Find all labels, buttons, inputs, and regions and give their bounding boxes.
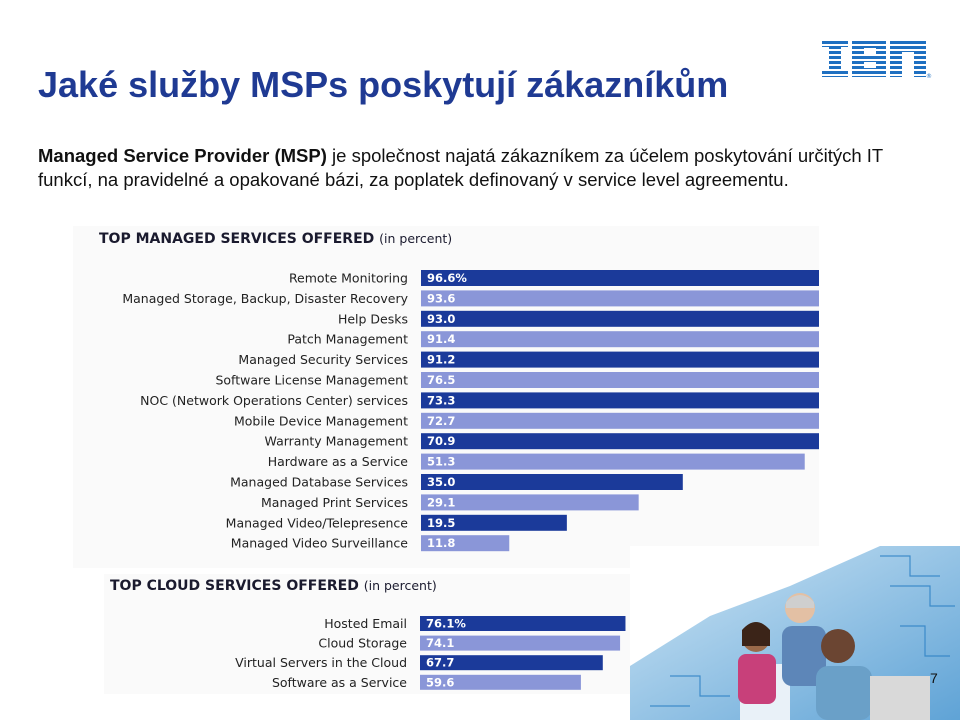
bar [420, 655, 603, 671]
msp-definition: Managed Service Provider (MSP) je společ… [38, 144, 918, 192]
chart-title-text: TOP MANAGED SERVICES OFFERED [99, 231, 375, 247]
category-label: Managed Storage, Backup, Disaster Recove… [122, 291, 408, 306]
bar [421, 514, 567, 531]
category-label: Hosted Email [324, 616, 407, 631]
category-label: Remote Monitoring [289, 271, 408, 286]
value-label: 11.8 [427, 536, 455, 550]
category-label: Managed Video Surveillance [231, 536, 409, 551]
category-label: Mobile Device Management [234, 413, 408, 428]
value-label: 29.1 [427, 495, 455, 509]
value-label: 35.0 [427, 475, 455, 489]
bar [421, 392, 819, 409]
value-label: 91.4 [427, 332, 455, 346]
category-label: Help Desks [338, 311, 408, 326]
svg-text:®: ® [926, 73, 932, 80]
value-label: 67.7 [426, 656, 454, 670]
value-label: 91.2 [427, 353, 455, 367]
cloud-services-chart: TOP CLOUD SERVICES OFFERED (in percent) … [104, 574, 630, 694]
category-label: Managed Video/Telepresence [226, 515, 409, 530]
value-label: 51.3 [427, 455, 455, 469]
category-label: Managed Security Services [238, 352, 408, 367]
chart-title-text: TOP CLOUD SERVICES OFFERED [110, 578, 359, 594]
chart-title-unit: (in percent) [363, 578, 437, 593]
bar [421, 453, 805, 470]
category-label: Virtual Servers in the Cloud [235, 655, 407, 670]
msp-term: Managed Service Provider (MSP) [38, 145, 327, 166]
value-label: 76.1% [426, 617, 466, 631]
bar [421, 351, 819, 368]
managed-services-chart-svg: Remote Monitoring 96.6% Managed Storage, B… [122, 270, 819, 552]
bar [421, 310, 819, 327]
bar [421, 270, 819, 286]
bar [421, 331, 819, 348]
managed-services-chart-title: TOP MANAGED SERVICES OFFERED (in percent… [99, 231, 452, 247]
bar [420, 674, 581, 690]
cloud-services-chart-svg: Hosted Email 76.1% Cloud Storage 74.1 Virtua… [235, 616, 626, 690]
value-label: 93.6 [427, 291, 455, 305]
value-label: 93.0 [427, 312, 455, 326]
category-label: NOC (Network Operations Center) services [140, 393, 408, 408]
category-label: Patch Management [287, 332, 408, 347]
managed-services-chart: TOP MANAGED SERVICES OFFERED (in percent… [73, 226, 819, 568]
category-label: Managed Print Services [261, 495, 408, 510]
value-label: 19.5 [427, 516, 455, 530]
page-number: 7 [930, 670, 938, 686]
value-label: 59.6 [426, 675, 454, 689]
category-label: Software as a Service [272, 675, 407, 690]
bar [421, 433, 819, 450]
bar [420, 616, 626, 631]
slide-title: Jaké služby MSPs poskytují zákazníkům [38, 64, 729, 105]
bar [420, 635, 621, 651]
bar [421, 474, 683, 490]
cloud-services-chart-title: TOP CLOUD SERVICES OFFERED (in percent) [110, 578, 437, 594]
value-label: 72.7 [427, 414, 455, 428]
business-people-photo [630, 546, 960, 720]
chart-title-unit: (in percent) [379, 231, 453, 246]
value-label: 70.9 [427, 434, 455, 448]
msp-definition-text: je společnost najatá zákazníkem za účele… [38, 145, 883, 190]
bar [421, 372, 819, 388]
bar [421, 494, 639, 511]
bar [421, 535, 510, 552]
category-label: Hardware as a Service [268, 454, 409, 469]
category-label: Managed Database Services [230, 475, 408, 490]
bar [421, 412, 819, 429]
bar [421, 290, 819, 307]
value-label: 73.3 [427, 393, 455, 407]
category-label: Cloud Storage [318, 636, 407, 651]
ibm-logo: ® [822, 39, 932, 80]
value-label: 96.6% [427, 271, 467, 285]
value-label: 76.5 [427, 373, 455, 387]
category-label: Warranty Management [265, 434, 409, 449]
category-label: Software License Management [215, 373, 408, 388]
value-label: 74.1 [426, 636, 454, 650]
